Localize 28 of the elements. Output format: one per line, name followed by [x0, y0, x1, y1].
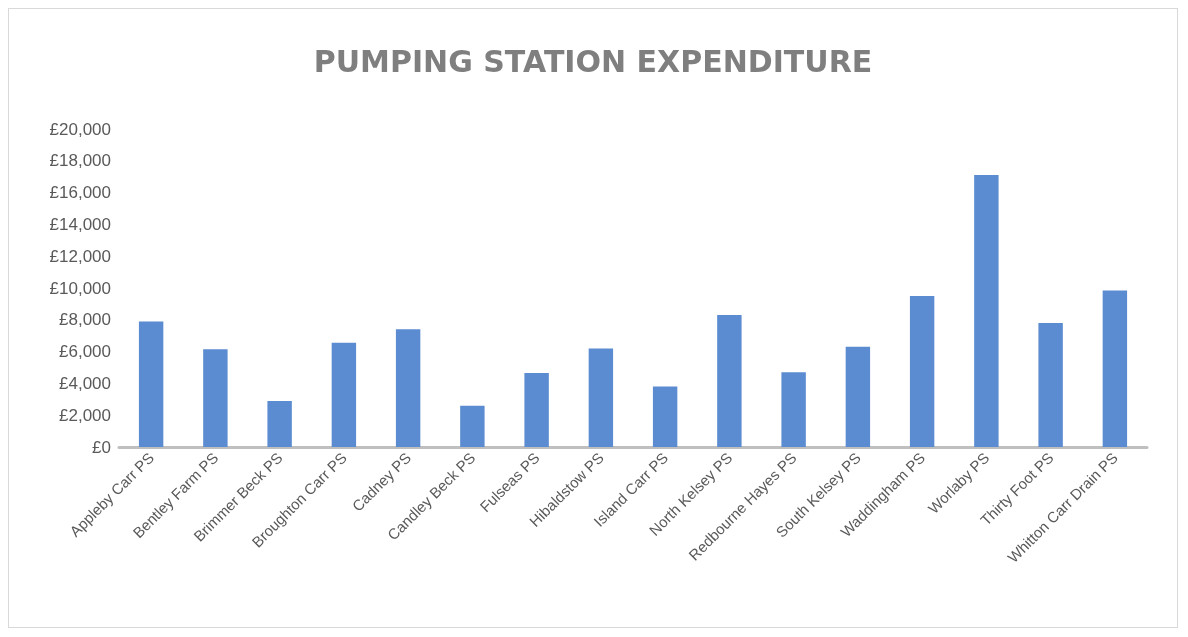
- bar: [588, 348, 614, 447]
- bar: [974, 175, 999, 447]
- y-tick-label: £18,000: [49, 151, 111, 171]
- bar: [1038, 322, 1063, 447]
- bar: [717, 315, 742, 447]
- bar: [1102, 290, 1128, 447]
- y-tick-label: £2,000: [59, 405, 111, 425]
- y-tick-label: £0: [92, 437, 111, 457]
- y-tick-label: £16,000: [49, 183, 111, 203]
- bar: [524, 373, 549, 447]
- y-tick-label: £20,000: [49, 119, 111, 139]
- bar: [203, 349, 228, 447]
- bar: [138, 321, 164, 447]
- y-tick-label: £14,000: [49, 214, 111, 234]
- bar: [331, 342, 357, 447]
- y-tick-label: £12,000: [49, 246, 111, 266]
- bar: [267, 400, 292, 447]
- bar: [652, 386, 678, 447]
- bar: [460, 405, 485, 447]
- bar: [395, 329, 421, 447]
- bar: [909, 295, 935, 447]
- bar: [845, 346, 871, 447]
- y-tick-label: £10,000: [49, 278, 111, 298]
- y-tick-label: £6,000: [59, 342, 111, 362]
- y-tick-label: £4,000: [59, 373, 111, 393]
- y-tick-label: £8,000: [59, 310, 111, 330]
- bar: [781, 372, 806, 447]
- chart-title: PUMPING STATION EXPENDITURE: [313, 43, 873, 79]
